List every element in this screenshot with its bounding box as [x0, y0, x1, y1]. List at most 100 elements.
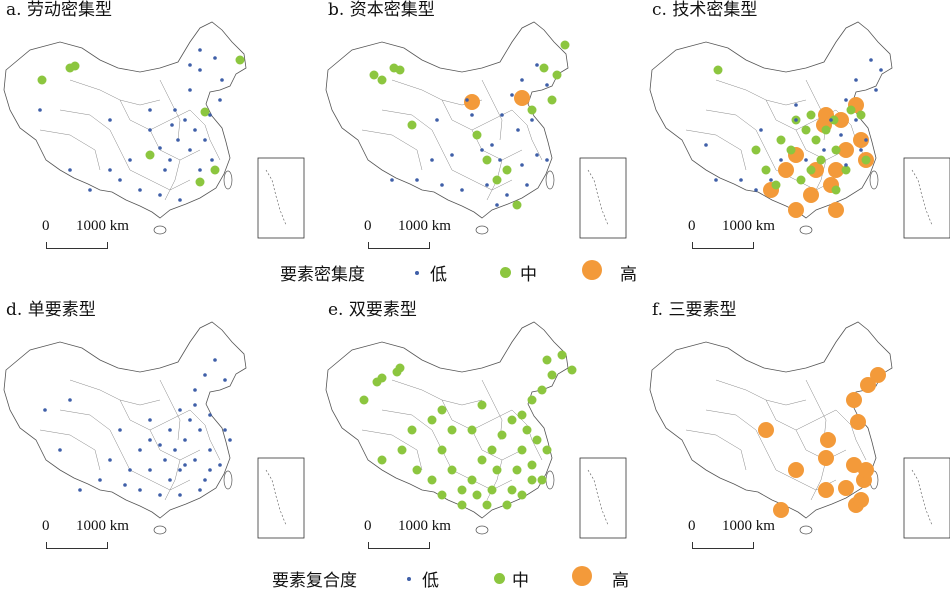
low-point: [198, 68, 202, 72]
low-point: [158, 443, 162, 447]
mid-point: [771, 180, 781, 190]
low-point: [128, 468, 132, 472]
province-border: [795, 129, 847, 161]
low-point: [480, 148, 484, 152]
china-map: [3, 21, 305, 239]
low-point: [178, 198, 182, 202]
low-point: [739, 178, 743, 182]
low-point: [148, 108, 152, 112]
low-point: [168, 428, 172, 432]
province-border: [451, 469, 513, 491]
province-border: [129, 469, 191, 491]
low-point: [198, 168, 202, 172]
low-point: [158, 193, 162, 197]
scale-bar: 0 1000 km: [362, 518, 482, 549]
low-point: [203, 478, 207, 482]
china-boundary: [3, 21, 247, 219]
mid-point: [512, 465, 522, 475]
scale-distance-label: 1000 km: [76, 518, 129, 534]
legend-mid-symbol: [500, 262, 511, 282]
mid-point: [487, 445, 497, 455]
high-point: [828, 162, 844, 178]
scale-line: [368, 542, 430, 549]
low-point: [440, 183, 444, 187]
scale-distance-label: 1000 km: [398, 218, 451, 234]
mid-point: [829, 115, 839, 125]
mid-point: [427, 475, 437, 485]
low-point: [460, 188, 464, 192]
low-point: [148, 128, 152, 132]
legend-title: 要素复合度: [272, 571, 357, 591]
low-point: [98, 478, 102, 482]
province-border: [164, 159, 181, 201]
high-point: [838, 142, 854, 158]
mid-point: [37, 75, 47, 85]
factor-points: [37, 48, 245, 202]
low-point: [759, 128, 763, 132]
low-point: [208, 448, 212, 452]
low-point: [390, 178, 394, 182]
high-point: [846, 457, 862, 473]
low-point: [173, 448, 177, 452]
mid-point: [547, 370, 557, 380]
scale-zero-label: 0: [42, 518, 50, 534]
scale-bar: 0 1000 km: [686, 518, 806, 549]
low-point: [535, 63, 539, 67]
mid-point: [472, 490, 482, 500]
legend-high-label: 高: [620, 265, 637, 285]
mid-point: [567, 365, 577, 375]
low-point: [879, 68, 883, 72]
mid-point: [467, 475, 477, 485]
low-point: [183, 438, 187, 442]
low-point: [415, 178, 419, 182]
high-point: [788, 462, 804, 478]
low-point: [176, 138, 180, 142]
low-point: [148, 438, 152, 442]
low-point: [158, 146, 162, 150]
country-outline: [649, 21, 893, 235]
south-china-sea-inset: [257, 157, 305, 239]
high-point: [850, 414, 866, 430]
province-border: [361, 429, 423, 471]
high-point: [833, 112, 849, 128]
mid-point: [447, 425, 457, 435]
province-border: [685, 429, 747, 471]
mid-point: [537, 475, 547, 485]
low-point: [88, 188, 92, 192]
high-point: [788, 202, 804, 218]
low-point: [854, 78, 858, 82]
high-point: [858, 462, 874, 478]
taiwan-island: [545, 170, 555, 190]
low-point: [714, 178, 718, 182]
low-point: [118, 178, 122, 182]
mid-point: [811, 135, 821, 145]
mid-point: [861, 155, 871, 165]
mid-point: [507, 415, 517, 425]
province-border: [471, 429, 523, 461]
taiwan-island: [545, 470, 555, 490]
mid-point: [560, 40, 570, 50]
country-outline: [649, 321, 893, 535]
mid-point: [492, 175, 502, 185]
scale-distance-label: 1000 km: [722, 518, 775, 534]
china-map: [325, 21, 627, 239]
low-point: [148, 468, 152, 472]
china-map: [325, 321, 627, 539]
mid-point: [377, 373, 387, 383]
mid-point: [497, 430, 507, 440]
low-point: [505, 193, 509, 197]
mid-point: [427, 415, 437, 425]
legend-low-label: 低: [430, 265, 447, 285]
low-point: [168, 478, 172, 482]
mid-point: [412, 465, 422, 475]
mid-point: [437, 490, 447, 500]
low-point: [193, 388, 197, 392]
low-point: [68, 398, 72, 402]
low-point: [183, 118, 187, 122]
scale-bar: 0 1000 km: [686, 218, 806, 249]
mid-point: [407, 120, 417, 130]
mid-point: [552, 70, 562, 80]
legend-low-symbol: [415, 262, 419, 282]
mid-point: [542, 355, 552, 365]
mid-point: [502, 165, 512, 175]
